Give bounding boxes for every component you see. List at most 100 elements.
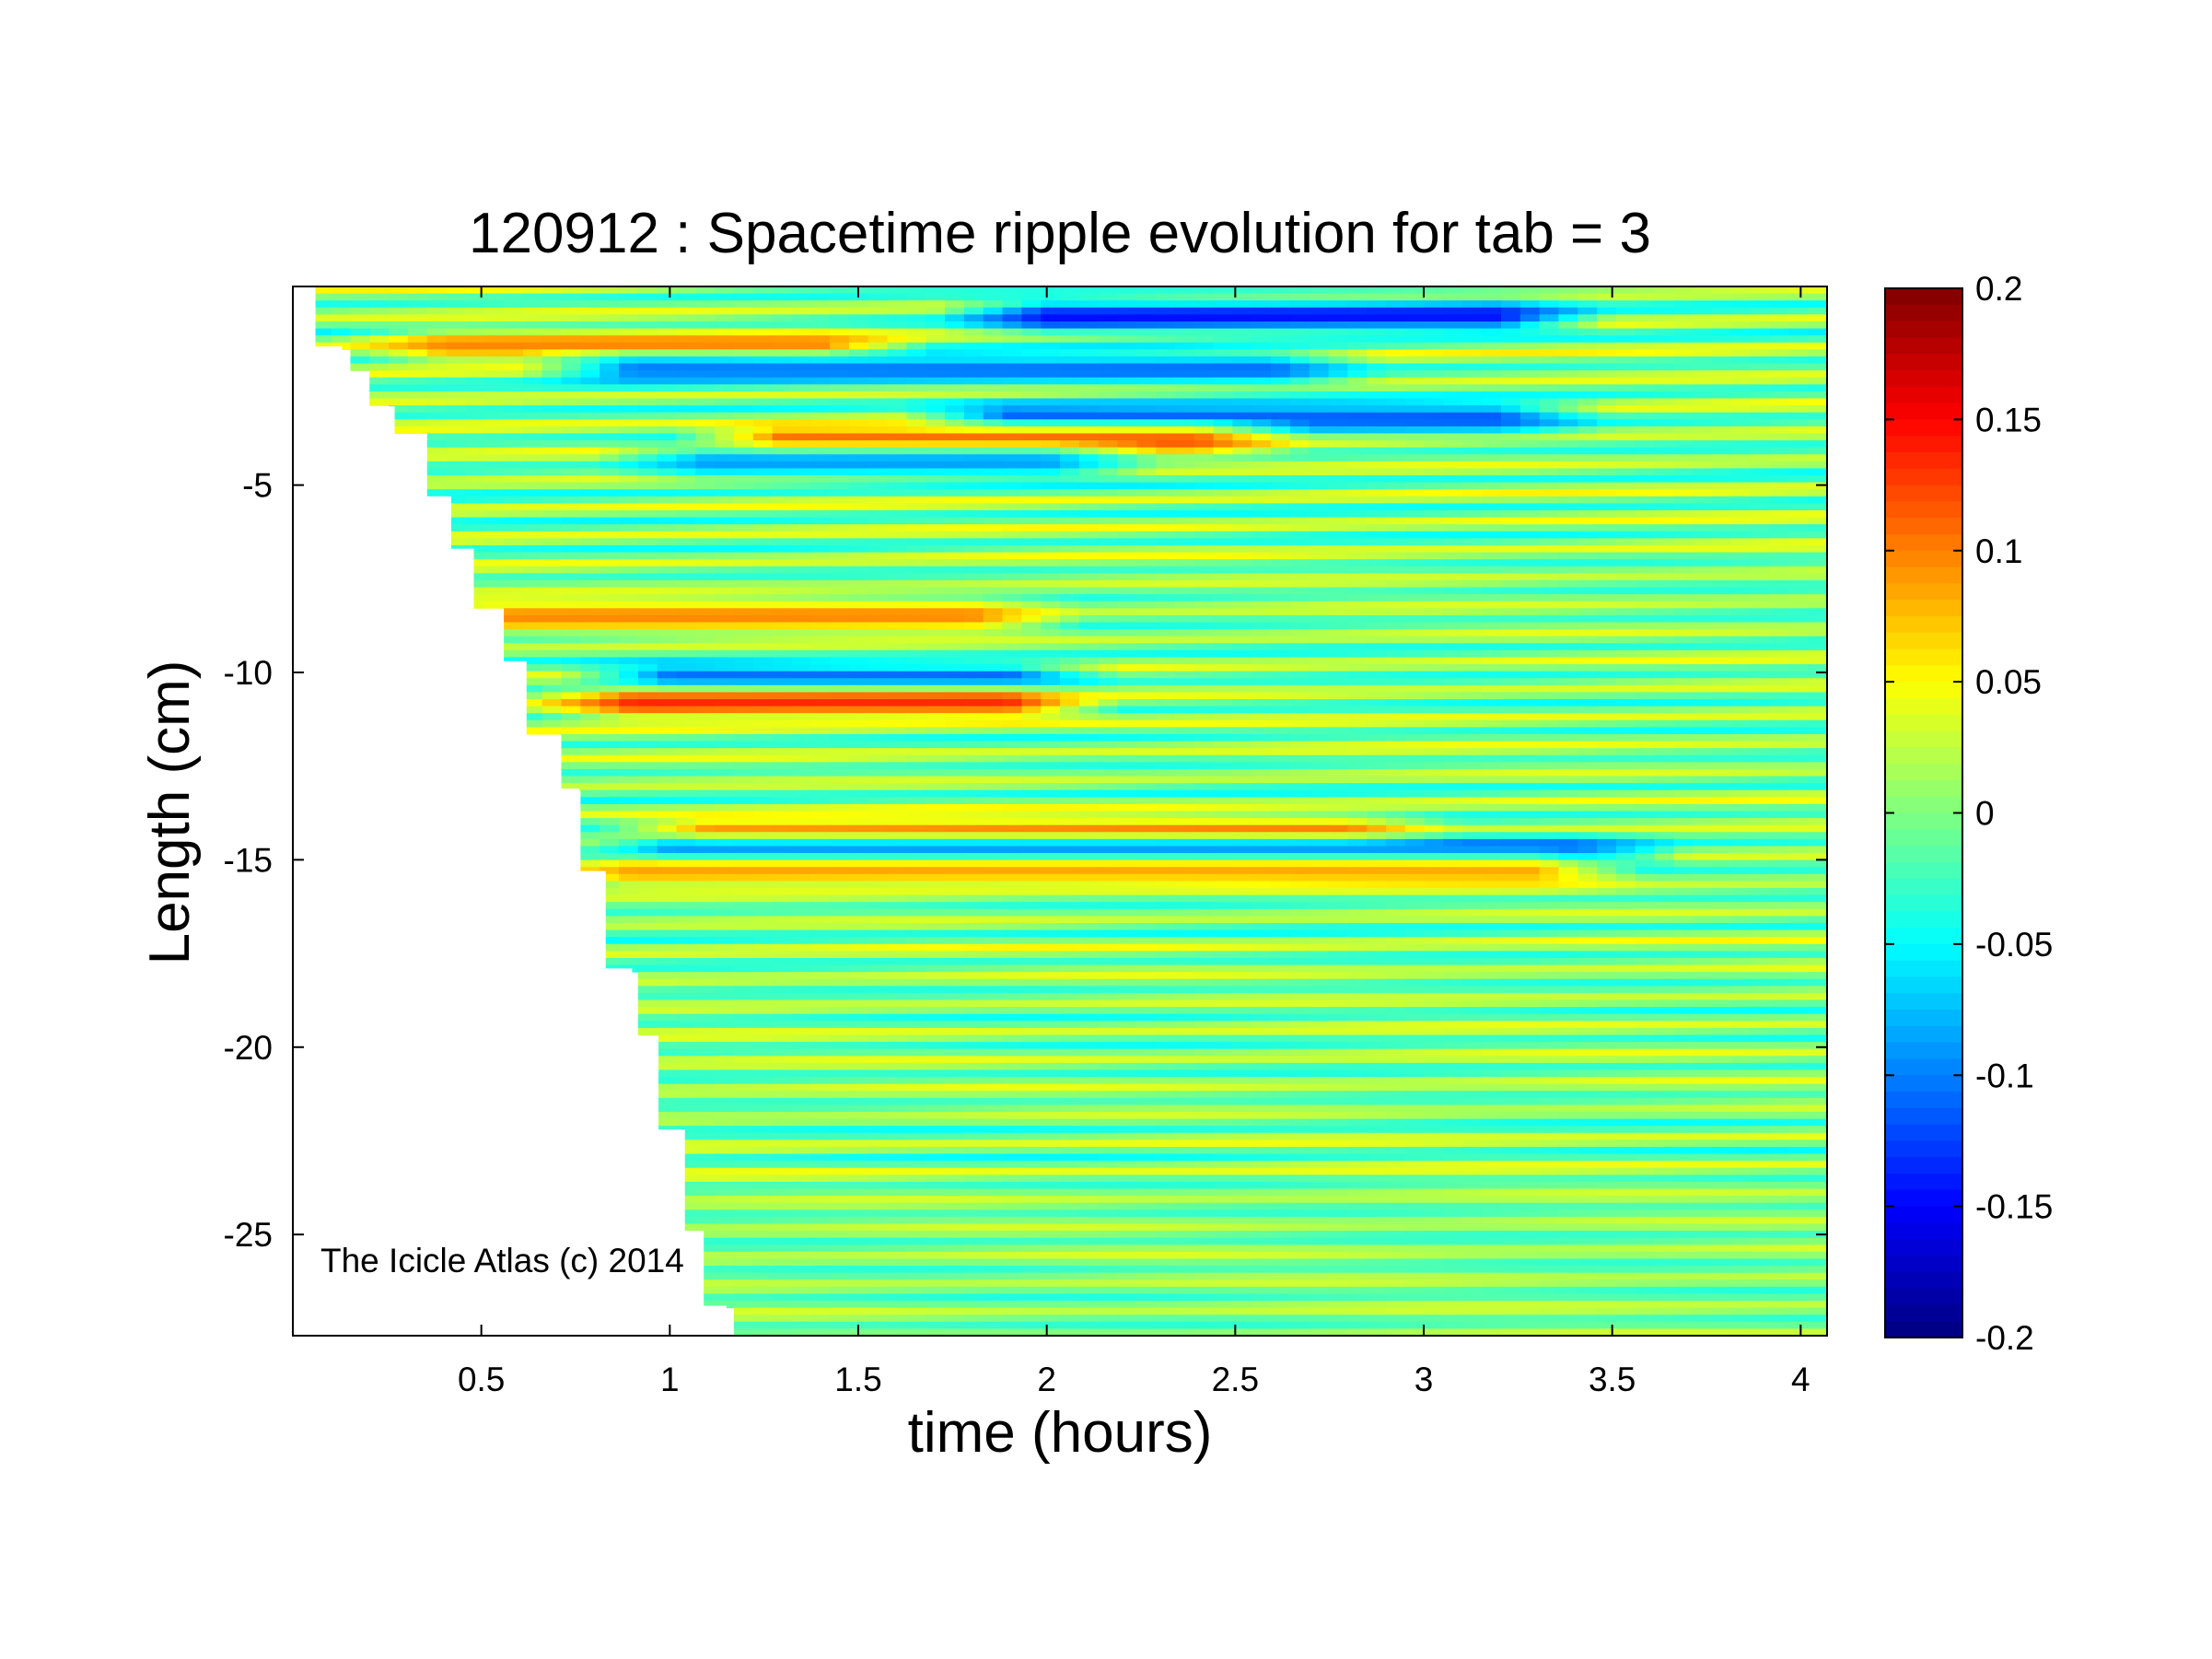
heatmap-cell xyxy=(522,335,543,344)
heatmap-cell xyxy=(752,509,774,519)
heatmap-cell xyxy=(1597,489,1617,497)
heatmap-cell xyxy=(1519,748,1541,756)
heatmap-cell xyxy=(1482,762,1502,770)
heatmap-cell xyxy=(600,314,620,322)
heatmap-cell xyxy=(1808,405,1827,414)
heatmap-cell xyxy=(1597,377,1617,385)
heatmap-cell xyxy=(1750,754,1771,763)
heatmap-cell xyxy=(1654,377,1675,385)
heatmap-cell xyxy=(1078,531,1100,539)
heatmap-cell xyxy=(426,461,448,470)
heatmap-cell xyxy=(1002,713,1022,721)
heatmap-cell xyxy=(1136,377,1157,385)
heatmap-cell xyxy=(848,629,869,637)
heatmap-cell xyxy=(1098,754,1119,763)
heatmap-cell xyxy=(1443,509,1463,519)
heatmap-cell xyxy=(1347,370,1368,379)
heatmap-cell xyxy=(561,419,581,427)
heatmap-cell xyxy=(1712,587,1732,595)
heatmap-cell xyxy=(695,587,716,595)
heatmap-cell xyxy=(1193,664,1215,672)
heatmap-cell xyxy=(1252,398,1272,406)
heatmap-cell xyxy=(465,509,485,519)
heatmap-cell xyxy=(1443,468,1463,476)
heatmap-cell xyxy=(1482,727,1502,735)
heatmap-cell xyxy=(1041,524,1061,532)
heatmap-cell xyxy=(1424,454,1445,462)
heatmap-cell xyxy=(1519,328,1541,336)
heatmap-cell xyxy=(350,363,370,371)
heatmap-cell xyxy=(1712,531,1732,539)
heatmap-cell xyxy=(772,741,793,749)
heatmap-cell xyxy=(1712,594,1732,602)
heatmap-cell xyxy=(1347,699,1368,707)
heatmap-cell xyxy=(1347,377,1368,385)
heatmap-cell xyxy=(1252,391,1272,400)
heatmap-cell xyxy=(1578,426,1598,435)
heatmap-cell xyxy=(906,699,926,707)
heatmap-cell xyxy=(945,566,965,574)
heatmap-cell xyxy=(1539,509,1560,519)
heatmap-cell xyxy=(1367,594,1387,602)
heatmap-cell xyxy=(906,664,926,672)
heatmap-cell xyxy=(1060,566,1080,574)
heatmap-cell xyxy=(504,405,524,414)
heatmap-cell xyxy=(1213,762,1234,770)
heatmap-cell xyxy=(1252,370,1272,379)
heatmap-cell xyxy=(810,699,831,707)
heatmap-cell xyxy=(561,643,581,651)
heatmap-cell xyxy=(810,741,831,749)
heatmap-cell xyxy=(446,440,467,449)
heatmap-cell xyxy=(1635,412,1656,420)
heatmap-cell xyxy=(791,733,811,742)
heatmap-cell xyxy=(1693,307,1713,315)
heatmap-cell xyxy=(1769,419,1789,427)
heatmap-cell xyxy=(830,300,850,309)
heatmap-cell xyxy=(926,608,946,616)
heatmap-cell xyxy=(1289,531,1310,539)
heatmap-cell xyxy=(657,587,678,595)
heatmap-cell xyxy=(867,349,889,357)
heatmap-cell xyxy=(1289,706,1310,714)
heatmap-cell xyxy=(1367,342,1387,350)
heatmap-cell xyxy=(522,405,543,414)
heatmap-cell xyxy=(1271,579,1291,589)
heatmap-cell xyxy=(1309,762,1330,770)
heatmap-cell xyxy=(1673,762,1694,770)
heatmap-cell xyxy=(1060,509,1080,519)
heatmap-cell xyxy=(1808,622,1827,630)
heatmap-cell xyxy=(1482,559,1502,567)
heatmap-cell xyxy=(1232,622,1252,630)
heatmap-cell xyxy=(1443,699,1463,707)
heatmap-cell xyxy=(887,531,907,539)
heatmap-cell xyxy=(791,517,811,525)
heatmap-cell xyxy=(504,356,524,365)
heatmap-cell xyxy=(1041,692,1061,700)
heatmap-cell xyxy=(1367,398,1387,406)
heatmap-cell xyxy=(1347,475,1368,484)
heatmap-cell xyxy=(1060,649,1080,659)
heatmap-cell xyxy=(695,614,716,624)
heatmap-cell xyxy=(1328,419,1348,427)
heatmap-cell xyxy=(541,503,563,511)
heatmap-cell xyxy=(1693,692,1713,700)
heatmap-cell xyxy=(887,727,907,735)
heatmap-cell xyxy=(867,566,889,574)
heatmap-cell xyxy=(1136,517,1157,525)
heatmap-cell xyxy=(1060,412,1080,420)
heatmap-cell xyxy=(1098,538,1119,546)
heatmap-cell xyxy=(1328,391,1348,400)
heatmap-cell xyxy=(695,524,716,532)
heatmap-cell xyxy=(1328,328,1348,336)
heatmap-cell xyxy=(619,475,639,484)
heatmap-cell xyxy=(1232,286,1252,295)
heatmap-cell xyxy=(369,349,390,357)
heatmap-cell xyxy=(983,552,1004,560)
heatmap-cell xyxy=(1232,363,1252,371)
heatmap-cell xyxy=(1156,579,1176,589)
heatmap-cell xyxy=(867,629,889,637)
heatmap-cell xyxy=(772,629,793,637)
heatmap-cell xyxy=(887,608,907,616)
heatmap-cell xyxy=(715,622,735,630)
heatmap-cell xyxy=(733,440,754,449)
